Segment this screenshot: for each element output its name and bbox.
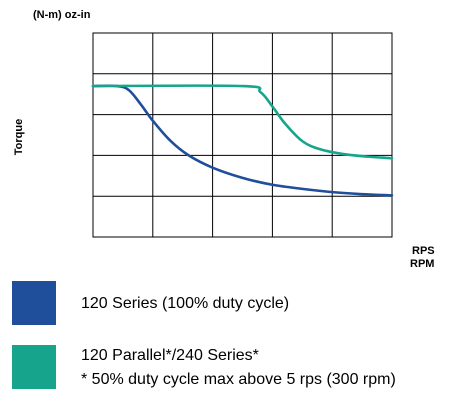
legend-label-120-series: 120 Series (100% duty cycle) [81, 295, 290, 312]
units-label: (N-m) oz-in [33, 9, 91, 21]
legend-swatch-120-series [12, 281, 56, 325]
series-line-120-parallel-240-series [91, 84, 394, 160]
chart-series [91, 84, 394, 197]
chart-grid [92, 32, 393, 238]
legend-swatch-120-parallel-240-series [12, 345, 56, 389]
series-line-120-series [91, 84, 394, 197]
legend-footnote-duty-cycle: * 50% duty cycle max above 5 rps (300 rp… [81, 371, 396, 388]
x-axis-label-rpm: RPM [410, 258, 434, 270]
plot-frame [92, 32, 393, 238]
y-axis-label: Torque [13, 119, 25, 155]
x-axis-label-rps: RPS [412, 245, 435, 257]
chart-canvas: (N-m) oz-in Torque RPS RPM [13, 9, 435, 270]
legend-label-120-parallel-240-series: 120 Parallel*/240 Series* [81, 347, 259, 364]
